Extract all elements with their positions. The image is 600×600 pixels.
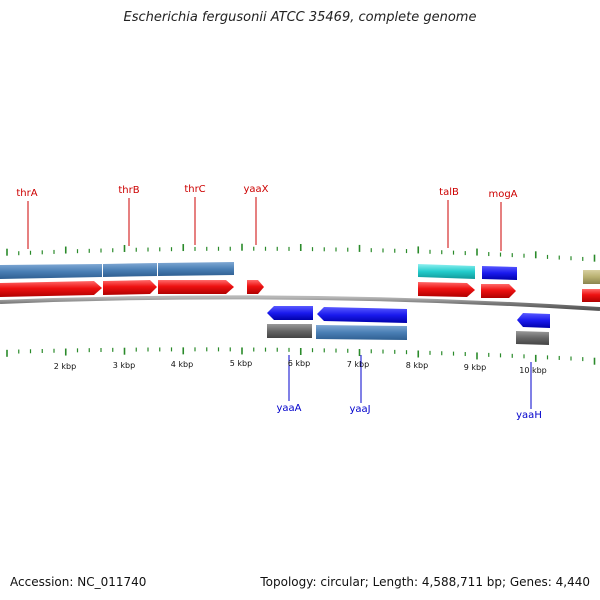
kbp-label-8: 8 kbp <box>406 361 428 370</box>
gene-label-yaaX: yaaX <box>243 184 268 195</box>
gene-arrow-yaaX <box>247 280 264 294</box>
feature-bar-talB-region <box>418 264 475 279</box>
top-tick-row <box>6 243 596 262</box>
kbp-label-6: 6 kbp <box>288 359 310 368</box>
gene-arrow-partial-right <box>582 289 600 302</box>
gene-arrow-yaaJ <box>317 307 407 323</box>
kbp-label-7: 7 kbp <box>347 360 369 369</box>
feature-bar-yaaA-region <box>267 324 312 338</box>
kbp-label-3: 3 kbp <box>113 361 135 370</box>
gene-arrow-thrA <box>0 281 102 297</box>
gene-arrow-mogA <box>481 284 516 298</box>
bottom-tick-row <box>6 347 596 365</box>
gene-label-thrA: thrA <box>16 188 37 199</box>
kbp-label-4: 4 kbp <box>171 360 193 369</box>
feature-bar-yaaH-region <box>516 331 549 345</box>
kbp-label-2: 2 kbp <box>54 362 76 371</box>
feature-bar-thrB-region <box>103 263 157 277</box>
gene-arrow-yaaH <box>517 313 550 328</box>
gene-label-thrC: thrC <box>184 184 205 195</box>
gene-label-yaaJ: yaaJ <box>349 404 370 415</box>
feature-bar-mogA-region <box>482 266 517 280</box>
gene-label-talB: talB <box>439 187 459 198</box>
genome-title: Escherichia fergusonii ATCC 35469, compl… <box>123 10 477 25</box>
feature-bar-thrA-region <box>0 264 102 279</box>
gene-label-yaaA: yaaA <box>276 403 301 414</box>
kbp-label-9: 9 kbp <box>464 363 486 372</box>
gene-arrow-yaaA <box>267 306 313 320</box>
gene-label-thrB: thrB <box>118 185 139 196</box>
feature-bar-yaaJ-region <box>316 325 407 340</box>
gene-label-yaaH: yaaH <box>516 410 542 421</box>
kbp-label-10: 10 kbp <box>519 366 547 375</box>
gene-arrow-talB <box>418 282 475 297</box>
gene-label-mogA: mogA <box>488 189 517 200</box>
genome-summary-text: Topology: circular; Length: 4,588,711 bp… <box>260 575 590 589</box>
accession-text: Accession: NC_011740 <box>10 575 147 589</box>
kbp-label-5: 5 kbp <box>230 359 252 368</box>
genome-backbone <box>0 295 600 311</box>
feature-bar-thrC-region <box>158 262 234 276</box>
gene-arrow-thrC <box>158 280 234 294</box>
feature-bar-olive <box>583 270 600 284</box>
gene-arrow-thrB <box>103 280 157 295</box>
